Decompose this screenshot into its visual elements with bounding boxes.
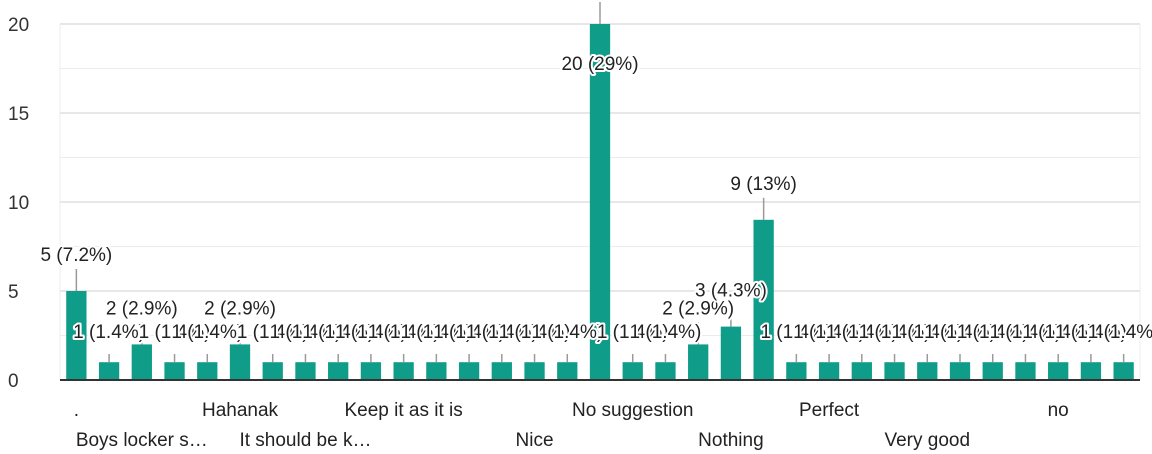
x-category-label: Keep it as it is: [344, 400, 462, 421]
data-label: 2 (2.9%): [106, 298, 178, 319]
x-category-label: Nice: [516, 430, 554, 451]
bar: [688, 344, 709, 380]
bar: [1113, 362, 1134, 380]
bar: [426, 362, 447, 380]
bar: [982, 362, 1003, 380]
bar: [557, 362, 578, 380]
x-category-label: Perfect: [799, 400, 860, 421]
data-label: 1 (1.4%): [499, 322, 571, 343]
data-label: 1 (1.4%): [1055, 322, 1127, 343]
bar: [884, 362, 905, 380]
y-tick-label: 0: [8, 371, 19, 392]
bar: [458, 362, 480, 380]
bar: [589, 24, 611, 380]
data-label: 1 (1.4%): [270, 322, 342, 343]
data-label: 1 (1.4%): [793, 322, 865, 343]
bar: [622, 362, 643, 380]
data-label: 1 (1.4%): [466, 322, 538, 343]
bar: [66, 291, 87, 380]
bar: [851, 362, 872, 380]
data-label: 1 (1.4%): [1088, 322, 1152, 343]
data-label: 1 (1.4%): [859, 322, 931, 343]
data-label: 1 (1.4%): [924, 322, 996, 343]
data-label: 1 (1.4%): [630, 322, 702, 343]
x-category-label: It should be k…: [239, 430, 371, 451]
bar: [524, 362, 545, 380]
y-tick-label: 5: [8, 282, 19, 303]
bar: [131, 344, 152, 380]
bar: [262, 362, 283, 380]
data-label: 1 (1.4%): [990, 322, 1062, 343]
bar: [818, 362, 840, 380]
bar: [164, 362, 185, 380]
data-label: 1 (1.4%): [760, 322, 832, 343]
data-label: 1 (1.4%): [597, 322, 669, 343]
bar: [1080, 362, 1102, 380]
data-label: 5 (7.2%): [40, 245, 112, 266]
x-category-label: Hahanak: [202, 400, 279, 421]
x-category-label: no: [1048, 400, 1069, 421]
bar: [491, 362, 512, 380]
bar: [98, 362, 120, 380]
data-label: 1 (1.4%): [400, 322, 472, 343]
y-tick-label: 15: [8, 104, 29, 125]
bar: [786, 362, 807, 380]
data-label: 1 (1.4%): [73, 322, 145, 343]
bar: [949, 362, 971, 380]
bar: [720, 326, 742, 380]
y-tick-label: 10: [8, 193, 29, 214]
data-label: 20 (29%): [561, 54, 638, 75]
data-label: 1 (1.4%): [433, 322, 505, 343]
data-label: 1 (1.4%): [826, 322, 898, 343]
x-category-label: No suggestion: [572, 400, 693, 421]
bar: [393, 362, 414, 380]
x-category-label: Nothing: [698, 430, 764, 451]
bars: [66, 24, 1134, 380]
y-axis: 0 5 10 15 20: [8, 15, 29, 392]
bar: [360, 362, 382, 380]
data-label: 1 (1.4%): [237, 322, 309, 343]
bar: [1015, 362, 1036, 380]
x-category-label: .: [74, 400, 79, 421]
bar: [197, 362, 218, 380]
data-label: 1 (1.4%): [1022, 322, 1094, 343]
label-leader-lines: [75, 2, 1125, 363]
data-label: 2 (2.9%): [662, 298, 734, 319]
data-labels: 5 (7.2%)1 (1.4%)2 (2.9%)1 (1.4%)1 (1.4%)…: [38, 52, 1152, 345]
data-label: 1 (1.4%): [171, 322, 243, 343]
bar: [229, 344, 251, 380]
bar: [295, 362, 316, 380]
bar: [917, 362, 938, 380]
data-label: 1 (1.4%): [891, 322, 963, 343]
data-label: 1 (1.4%): [531, 322, 603, 343]
data-label: 1 (1.4%): [957, 322, 1029, 343]
bar: [1048, 362, 1069, 380]
x-category-label: Boys locker s…: [76, 430, 208, 451]
y-tick-label: 20: [8, 15, 29, 36]
x-category-label: Very good: [884, 430, 970, 451]
data-label: 1 (1.4%): [368, 322, 440, 343]
data-label: 1 (1.4%): [139, 322, 211, 343]
bar: [328, 362, 349, 380]
x-axis-labels: . Boys locker s… Hahanak It should be k… Kee…: [74, 400, 1069, 451]
data-label: 1 (1.4%): [335, 322, 407, 343]
bar: [753, 219, 774, 380]
data-label: 2 (2.9%): [204, 298, 276, 319]
data-label: 9 (13%): [730, 174, 797, 195]
bar: [655, 362, 676, 380]
data-label: 1 (1.4%): [302, 322, 374, 343]
data-label: 3 (4.3%): [695, 281, 767, 302]
